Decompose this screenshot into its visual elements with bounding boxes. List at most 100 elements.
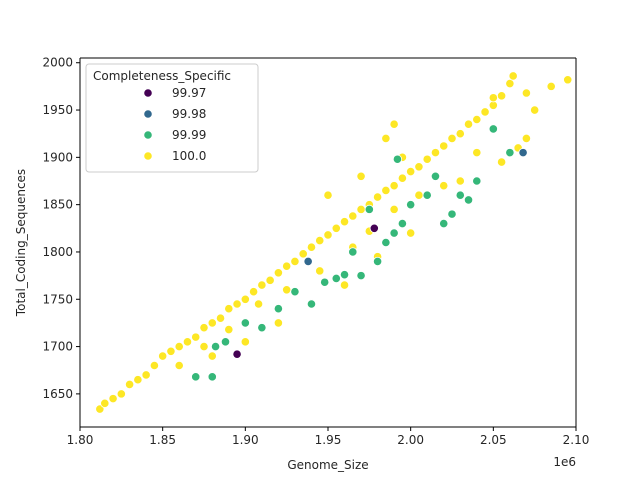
legend-label: 100.0 (172, 149, 206, 163)
data-point (174, 360, 184, 371)
data-point (530, 105, 540, 115)
data-point (389, 181, 399, 191)
data-point (389, 204, 399, 214)
data-point (273, 304, 283, 314)
legend-label: 99.98 (172, 107, 206, 121)
data-point (232, 349, 242, 359)
data-point (518, 148, 528, 158)
data-point (439, 218, 449, 229)
data-point (257, 323, 267, 333)
data-point (348, 247, 358, 257)
x-tick-label: 2.00 (397, 433, 424, 447)
data-point (521, 133, 532, 144)
data-point (207, 318, 217, 328)
data-point (273, 318, 283, 328)
x-tick-label: 1.95 (315, 433, 342, 447)
data-point (249, 287, 259, 297)
data-point (430, 171, 441, 181)
data-point (372, 192, 383, 202)
data-point (339, 270, 350, 280)
data-point (303, 256, 313, 267)
data-point (406, 228, 416, 238)
data-point (414, 190, 424, 200)
data-point (339, 280, 350, 290)
data-point (406, 166, 416, 177)
y-tick-label: 1900 (42, 150, 73, 164)
data-point (210, 341, 221, 352)
data-point (422, 154, 432, 164)
data-point (224, 304, 234, 314)
data-point (306, 242, 317, 252)
x-tick-label: 1.80 (67, 433, 94, 447)
y-tick-label: 1800 (42, 245, 73, 259)
data-point (166, 346, 176, 356)
legend-title: Completeness_Specific (93, 69, 231, 83)
data-point (207, 372, 217, 382)
data-point (389, 119, 399, 129)
data-point (257, 280, 267, 290)
data-point (224, 324, 234, 335)
x-tick-label: 1.90 (232, 433, 259, 447)
data-point (392, 154, 403, 164)
data-point (199, 323, 209, 333)
y-tick-label: 1700 (42, 340, 73, 354)
data-point (182, 337, 193, 347)
data-point (397, 173, 407, 183)
x-axis-offset-label: 1e6 (553, 455, 576, 469)
legend-entries: 99.97 99.98 99.99 100.0 (143, 86, 206, 163)
data-point (348, 211, 358, 221)
data-point (505, 148, 515, 158)
data-point (369, 223, 379, 233)
data-point (356, 204, 366, 214)
data-point (232, 299, 242, 309)
data-point (356, 271, 366, 281)
data-point (356, 171, 366, 181)
data-point (496, 157, 507, 167)
data-point (505, 78, 515, 89)
data-point (290, 256, 300, 267)
legend-marker (143, 130, 153, 140)
y-tick-label: 1750 (42, 292, 73, 306)
data-point (480, 107, 490, 117)
data-point (240, 318, 250, 328)
data-point (207, 351, 217, 361)
data-point (240, 337, 250, 347)
data-point (372, 256, 383, 267)
data-point (422, 190, 432, 200)
data-point (364, 204, 374, 214)
data-point (455, 129, 465, 139)
data-point (430, 148, 441, 158)
data-point (389, 228, 399, 238)
data-point (447, 133, 457, 144)
data-point (220, 337, 231, 347)
data-point (306, 299, 317, 309)
data-point (488, 100, 498, 110)
data-point (496, 91, 507, 101)
data-point (463, 195, 474, 205)
data-point (100, 398, 110, 408)
data-point (191, 372, 201, 382)
legend-label: 99.97 (172, 86, 206, 100)
data-point (282, 261, 292, 271)
x-tick-label: 1.85 (149, 433, 176, 447)
data-point (472, 114, 482, 125)
data-point (108, 394, 118, 404)
data-point (133, 375, 143, 385)
data-point (298, 249, 308, 259)
data-point (273, 268, 283, 278)
data-point (174, 341, 184, 352)
data-point (546, 81, 556, 91)
data-point (472, 148, 482, 158)
y-tick-label: 1950 (42, 103, 73, 117)
data-point (381, 237, 391, 248)
data-point (488, 93, 498, 103)
data-point (191, 332, 201, 342)
x-tick-label: 2.05 (480, 433, 507, 447)
data-point (397, 218, 407, 229)
x-axis-label: Genome_Size (287, 458, 368, 472)
data-point (508, 71, 518, 81)
y-tick-label: 2000 (42, 56, 73, 70)
data-point (116, 389, 126, 399)
data-point (381, 133, 391, 144)
